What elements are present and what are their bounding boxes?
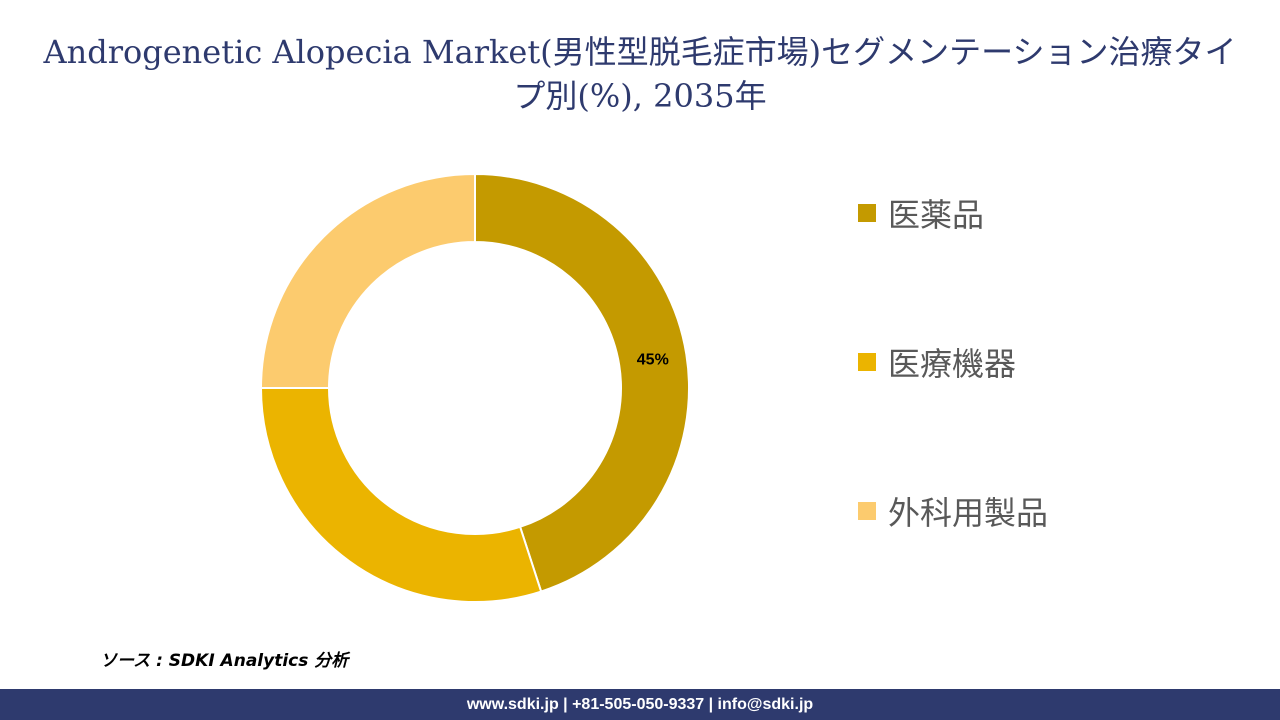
chart-title: Androgenetic Alopecia Market(男性型脱毛症市場)セグ… bbox=[43, 33, 1237, 115]
slice-pharmaceuticals bbox=[474, 172, 690, 593]
legend-swatch-medical-devices bbox=[858, 353, 876, 371]
slice-surgical-products bbox=[259, 172, 476, 389]
legend-label-medical-devices: 医療機器 bbox=[888, 345, 1017, 383]
legend-label-pharmaceuticals: 医薬品 bbox=[888, 196, 985, 234]
legend-item-pharmaceuticals: 医薬品 bbox=[858, 188, 984, 238]
legend-swatch-surgical-products bbox=[858, 502, 876, 520]
data-label-pharmaceuticals: 45% bbox=[637, 351, 669, 368]
legend-item-medical-devices: 医療機器 bbox=[858, 337, 1016, 387]
legend-item-surgical-products: 外科用製品 bbox=[858, 486, 1048, 536]
footer-contact-bar: www.sdki.jp | +81-505-050-9337 | info@sd… bbox=[0, 689, 1280, 720]
source-note: ソース : SDKI Analytics 分析 bbox=[100, 651, 349, 671]
slice-medical-devices bbox=[259, 387, 543, 603]
legend-swatch-pharmaceuticals bbox=[858, 204, 876, 222]
legend-label-surgical-products: 外科用製品 bbox=[888, 494, 1049, 532]
